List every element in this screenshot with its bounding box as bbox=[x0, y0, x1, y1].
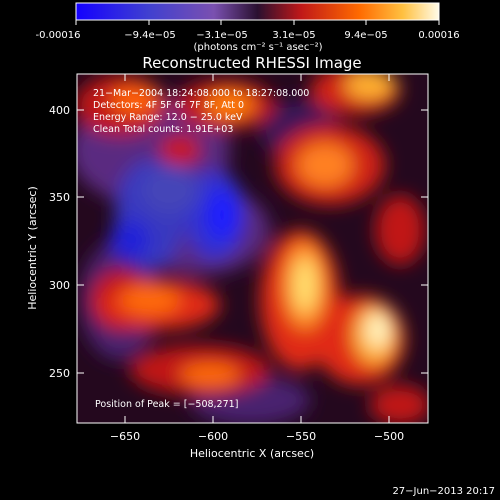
peak-position-label: Position of Peak = [−508,271] bbox=[95, 399, 238, 410]
y-tick-label: 300 bbox=[49, 279, 70, 292]
x-tick-label: −500 bbox=[374, 430, 404, 443]
y-axis-label: Heliocentric Y (arcsec) bbox=[26, 186, 39, 310]
x-axis-ticks bbox=[124, 74, 390, 423]
info-line-time: 21−Mar−2004 18:24:08.000 to 18:27:08.000 bbox=[93, 88, 309, 99]
x-tick-label: −550 bbox=[286, 430, 316, 443]
x-tick-label: −600 bbox=[198, 430, 228, 443]
rhessi-image bbox=[77, 74, 428, 423]
info-line-clean: Clean Total counts: 1.91E+03 bbox=[93, 124, 233, 135]
colorbar-tick-label: -0.00016 bbox=[36, 30, 81, 41]
x-axis-label: Heliocentric X (arcsec) bbox=[190, 447, 314, 460]
colorbar-tick-label: 9.4e−05 bbox=[344, 30, 387, 41]
x-tick-label: −650 bbox=[110, 430, 140, 443]
y-axis-ticks bbox=[77, 109, 428, 374]
info-line-detectors: Detectors: 4F 5F 6F 7F 8F, Att 0 bbox=[93, 100, 244, 111]
y-tick-label: 400 bbox=[49, 104, 70, 117]
colorbar-unit-label: (photons cm⁻² s⁻¹ asec⁻²) bbox=[193, 42, 322, 53]
info-line-energy: Energy Range: 12.0 − 25.0 keV bbox=[93, 112, 243, 123]
colorbar bbox=[75, 2, 440, 21]
colorbar-tick-label: −9.4e−05 bbox=[124, 30, 176, 41]
footer-date: 27−Jun−2013 20:17 bbox=[392, 486, 495, 497]
colorbar-tick-label: 3.1e−05 bbox=[272, 30, 315, 41]
y-tick-label: 250 bbox=[49, 367, 70, 380]
plot-title: Reconstructed RHESSI Image bbox=[142, 54, 361, 72]
colorbar-tick-label: −3.1e−05 bbox=[196, 30, 248, 41]
plot-frame bbox=[76, 73, 429, 424]
colorbar-ticks bbox=[75, 20, 440, 25]
y-tick-label: 350 bbox=[49, 191, 70, 204]
colorbar-tick-label: 0.00016 bbox=[418, 30, 459, 41]
